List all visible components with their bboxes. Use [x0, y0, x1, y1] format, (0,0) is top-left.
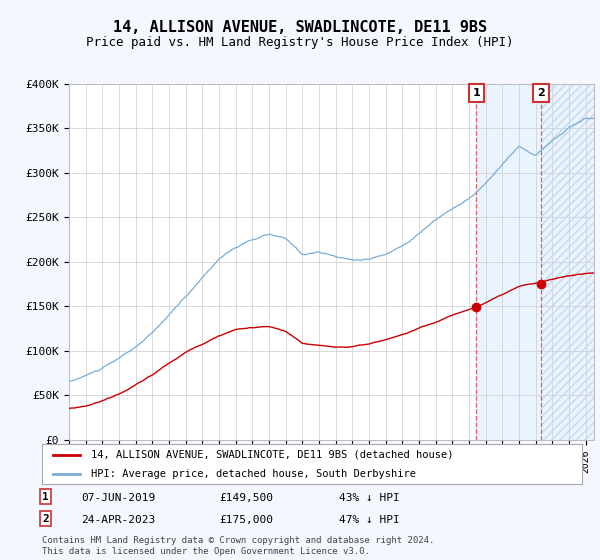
Bar: [476, 84, 594, 440]
Text: Price paid vs. HM Land Registry's House Price Index (HPI): Price paid vs. HM Land Registry's House …: [86, 36, 514, 49]
Text: 14, ALLISON AVENUE, SWADLINCOTE, DE11 9BS (detached house): 14, ALLISON AVENUE, SWADLINCOTE, DE11 9B…: [91, 450, 453, 460]
Text: 43% ↓ HPI: 43% ↓ HPI: [339, 493, 400, 503]
Text: 24-APR-2023: 24-APR-2023: [81, 515, 155, 525]
Text: 47% ↓ HPI: 47% ↓ HPI: [339, 515, 400, 525]
Text: 1: 1: [42, 492, 49, 502]
Text: 1: 1: [473, 88, 481, 98]
Text: HPI: Average price, detached house, South Derbyshire: HPI: Average price, detached house, Sout…: [91, 469, 416, 478]
Text: Contains HM Land Registry data © Crown copyright and database right 2024.
This d: Contains HM Land Registry data © Crown c…: [42, 536, 434, 556]
Bar: [541, 84, 594, 440]
Text: £149,500: £149,500: [219, 493, 273, 503]
Text: 07-JUN-2019: 07-JUN-2019: [81, 493, 155, 503]
Text: 14, ALLISON AVENUE, SWADLINCOTE, DE11 9BS: 14, ALLISON AVENUE, SWADLINCOTE, DE11 9B…: [113, 20, 487, 35]
Text: £175,000: £175,000: [219, 515, 273, 525]
Text: 2: 2: [537, 88, 545, 98]
Text: 2: 2: [42, 514, 49, 524]
